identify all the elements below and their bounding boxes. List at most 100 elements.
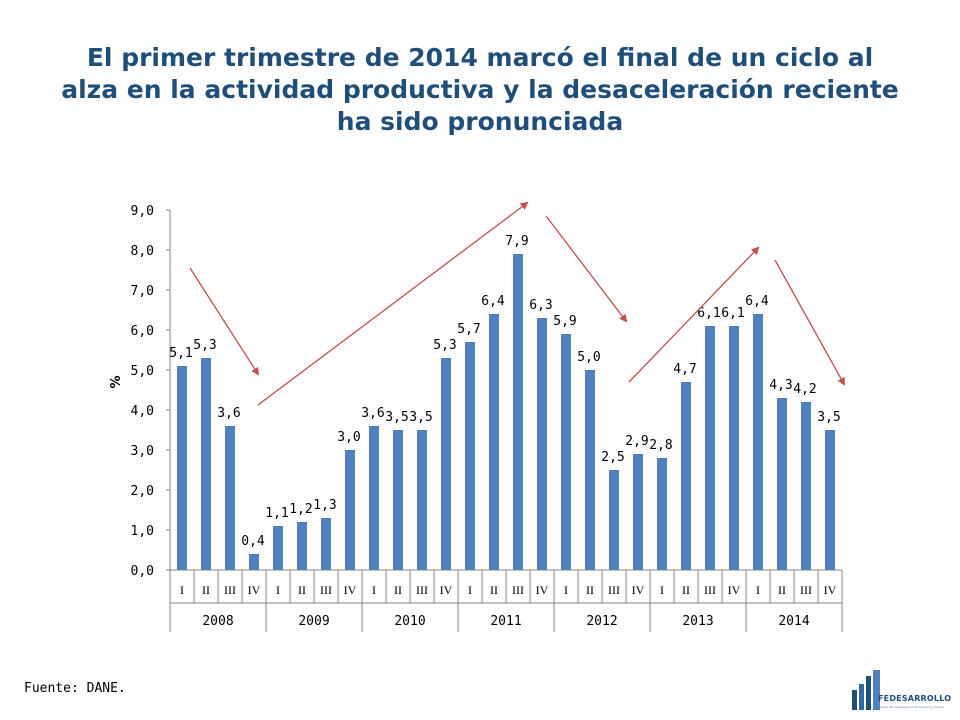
data-label: 6,1 xyxy=(721,306,744,321)
trend-arrow xyxy=(545,215,628,323)
data-label: 2,5 xyxy=(601,450,624,465)
data-label: 5,7 xyxy=(457,322,480,337)
x-quarter-label: I xyxy=(564,583,568,597)
data-label: 1,1 xyxy=(265,506,288,521)
x-quarter-label: III xyxy=(608,583,620,597)
y-tick-label: 6,0 xyxy=(131,324,154,339)
data-label: 3,5 xyxy=(385,410,408,425)
bar xyxy=(249,554,259,570)
data-label: 1,3 xyxy=(313,498,336,513)
bar xyxy=(633,454,643,570)
bar xyxy=(609,470,619,570)
x-quarter-label: II xyxy=(202,583,210,597)
logo-name: FEDESARROLLO xyxy=(878,694,952,703)
bar xyxy=(585,370,595,570)
x-quarter-label: I xyxy=(468,583,472,597)
x-quarter-label: IV xyxy=(440,583,453,597)
data-label: 4,2 xyxy=(793,382,816,397)
bar xyxy=(393,430,403,570)
data-label: 2,8 xyxy=(649,438,672,453)
x-quarter-label: I xyxy=(276,583,280,597)
bar xyxy=(345,450,355,570)
data-label: 2,9 xyxy=(625,434,648,449)
x-quarter-label: II xyxy=(298,583,306,597)
logo-subtitle: Centro de Investigación Económica y Soci… xyxy=(878,705,944,709)
x-quarter-label: I xyxy=(372,583,376,597)
fedesarrollo-logo-icon xyxy=(852,670,880,710)
x-year-label: 2008 xyxy=(202,614,233,629)
bar xyxy=(297,522,307,570)
x-quarter-label: II xyxy=(394,583,402,597)
data-label: 3,0 xyxy=(337,430,360,445)
bar xyxy=(489,314,499,570)
bar xyxy=(417,430,427,570)
data-label: 6,1 xyxy=(697,306,720,321)
data-label: 3,6 xyxy=(217,406,240,421)
y-tick-label: 0,0 xyxy=(131,564,154,579)
x-year-label: 2009 xyxy=(298,614,329,629)
data-label: 5,0 xyxy=(577,350,600,365)
chart-title: El primer trimestre de 2014 marcó el fin… xyxy=(61,43,899,136)
data-label: 3,5 xyxy=(409,410,432,425)
x-year-label: 2010 xyxy=(394,614,425,629)
x-quarter-label: I xyxy=(660,583,664,597)
data-label: 6,3 xyxy=(529,298,552,313)
y-tick-label: 9,0 xyxy=(131,204,154,219)
x-quarter-label: I xyxy=(756,583,760,597)
x-quarter-label: IV xyxy=(824,583,837,597)
x-quarter-label: III xyxy=(800,583,812,597)
trend-arrow xyxy=(628,246,760,383)
x-quarter-label: II xyxy=(682,583,690,597)
bar xyxy=(753,314,763,570)
data-label: 6,4 xyxy=(481,294,505,309)
bar xyxy=(801,402,811,570)
bar xyxy=(537,318,547,570)
data-label: 4,7 xyxy=(673,362,696,377)
bar xyxy=(177,366,187,570)
bar xyxy=(777,398,787,570)
x-year-label: 2014 xyxy=(778,614,809,629)
bar xyxy=(705,326,715,570)
x-quarter-label: IV xyxy=(344,583,357,597)
bar xyxy=(825,430,835,570)
y-tick-label: 2,0 xyxy=(131,484,154,499)
data-label: 0,4 xyxy=(241,534,265,549)
bar xyxy=(465,342,475,570)
x-year-label: 2012 xyxy=(586,614,617,629)
data-label: 5,3 xyxy=(193,338,216,353)
y-tick-label: 7,0 xyxy=(131,284,154,299)
data-label: 5,1 xyxy=(169,346,192,361)
data-label: 7,9 xyxy=(505,234,528,249)
data-label: 5,9 xyxy=(553,314,576,329)
x-quarter-label: IV xyxy=(248,583,261,597)
trend-arrow xyxy=(774,259,845,386)
bar xyxy=(201,358,211,570)
data-label: 1,2 xyxy=(289,502,312,517)
x-year-label: 2013 xyxy=(682,614,713,629)
x-quarter-label: III xyxy=(416,583,428,597)
bar xyxy=(273,526,283,570)
bar xyxy=(369,426,379,570)
bar xyxy=(321,518,331,570)
x-quarter-label: IV xyxy=(632,583,645,597)
x-year-label: 2011 xyxy=(490,614,521,629)
bar xyxy=(681,382,691,570)
bar xyxy=(561,334,571,570)
x-quarter-label: III xyxy=(704,583,716,597)
data-label: 4,3 xyxy=(769,378,792,393)
trend-arrow xyxy=(189,267,260,376)
x-quarter-label: II xyxy=(586,583,594,597)
x-quarter-label: IV xyxy=(536,583,549,597)
data-label: 5,3 xyxy=(433,338,456,353)
x-quarter-label: II xyxy=(490,583,498,597)
x-quarter-label: III xyxy=(512,583,524,597)
bar xyxy=(513,254,523,570)
x-quarter-label: III xyxy=(320,583,332,597)
y-tick-label: 1,0 xyxy=(131,524,154,539)
source-note: Fuente: DANE. xyxy=(24,681,126,696)
bar xyxy=(225,426,235,570)
data-label: 3,6 xyxy=(361,406,384,421)
bar xyxy=(441,358,451,570)
x-quarter-label: IV xyxy=(728,583,741,597)
